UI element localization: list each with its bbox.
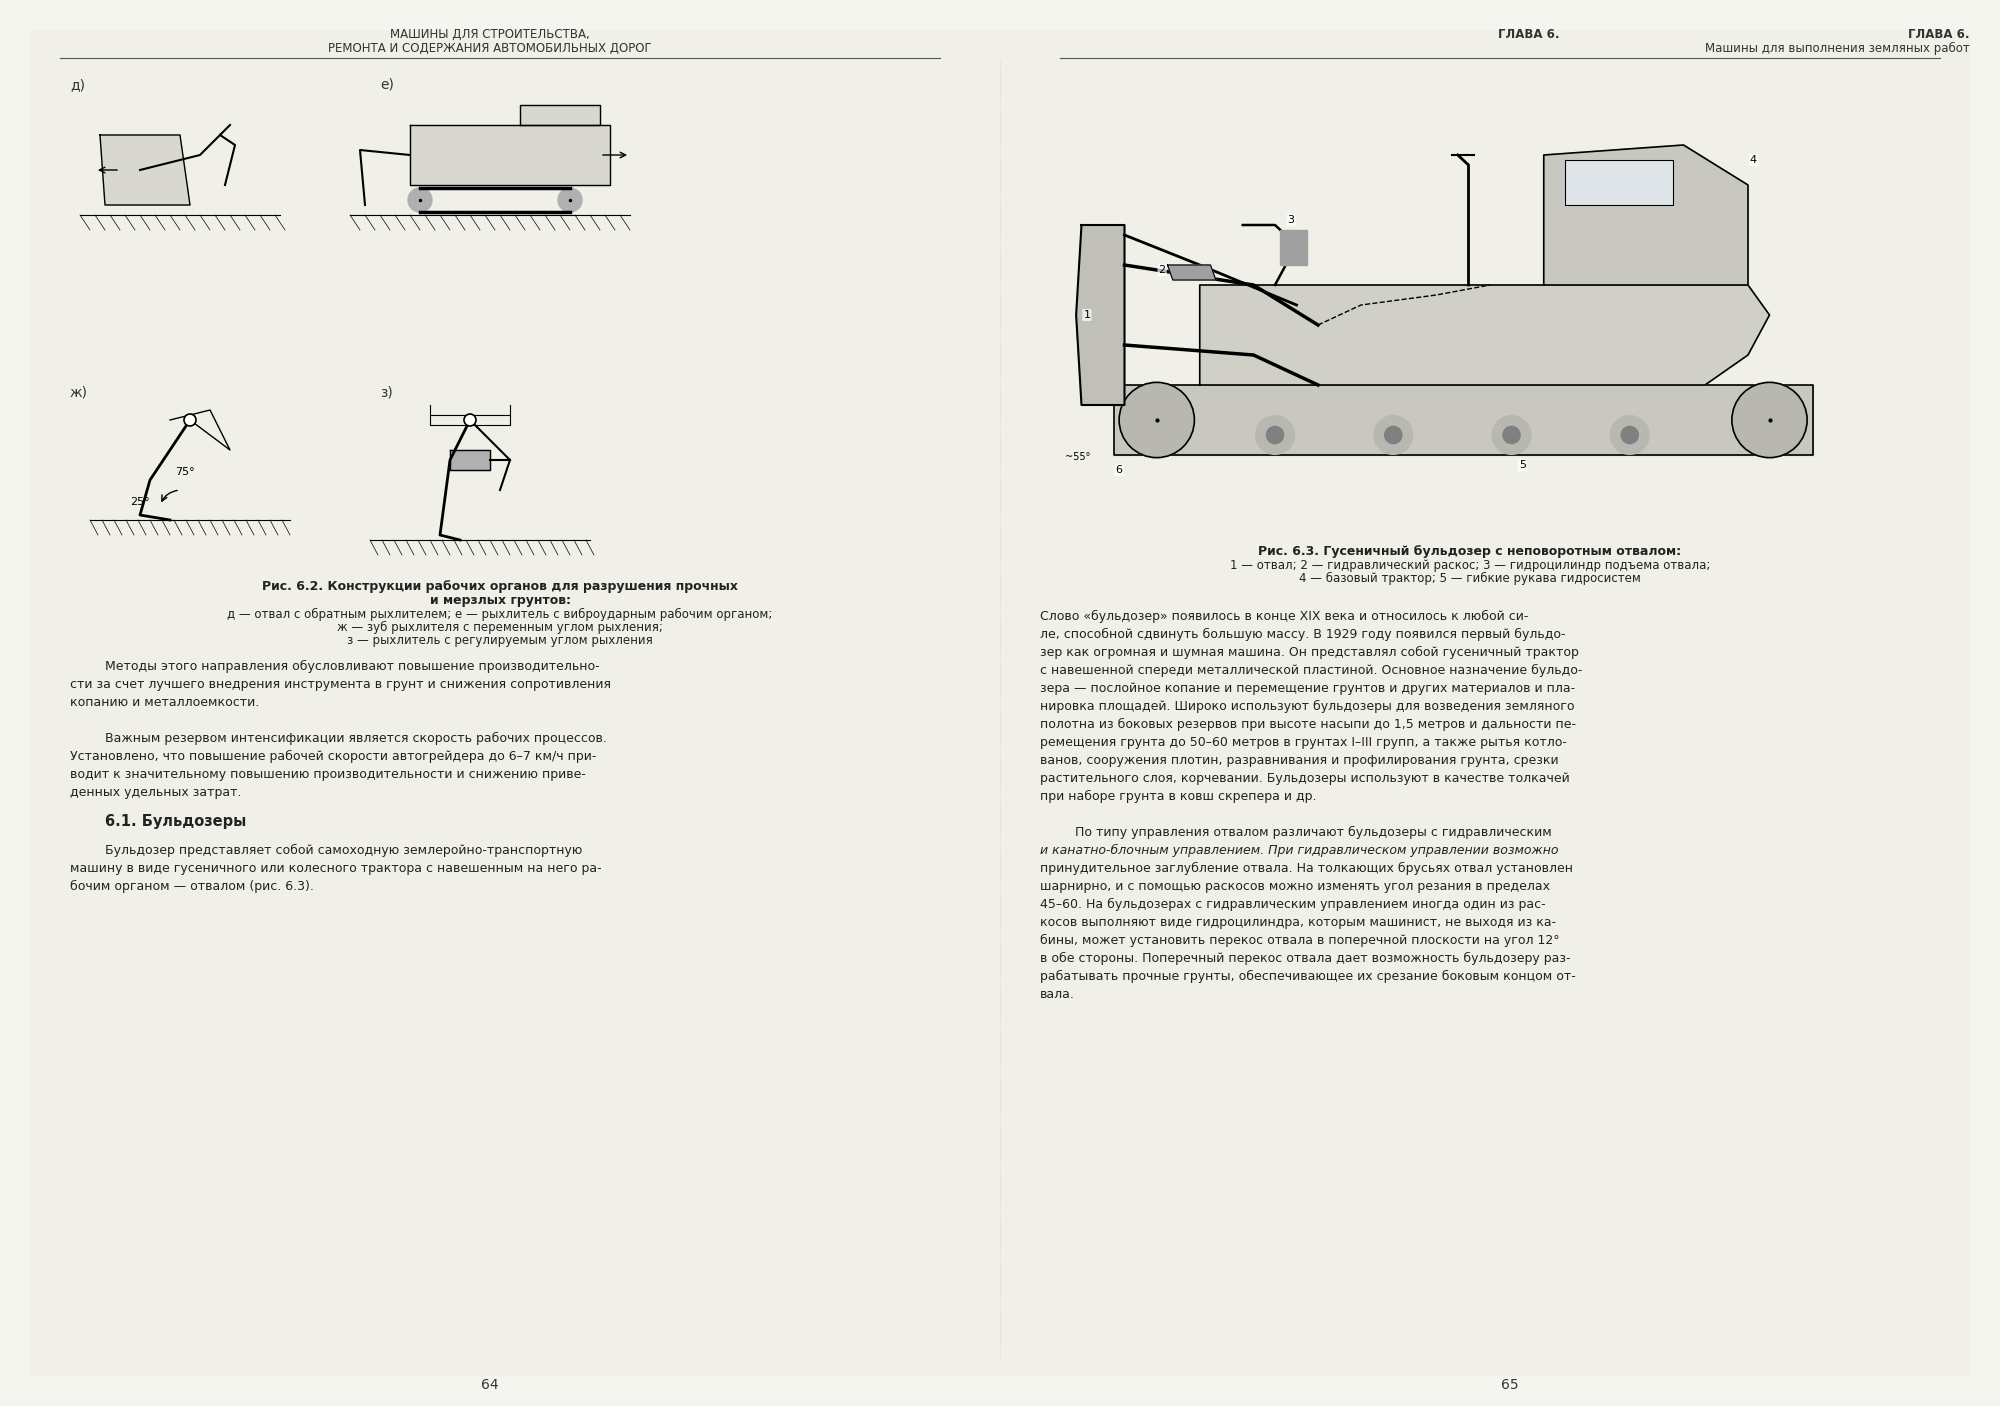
Text: ремещения грунта до 50–60 метров в грунтах I–III групп, а также рытья котло-: ремещения грунта до 50–60 метров в грунт… (1040, 735, 1566, 749)
Text: рабатывать прочные грунты, обеспечивающее их срезание боковым концом от-: рабатывать прочные грунты, обеспечивающе… (1040, 970, 1576, 983)
Text: з — рыхлитель с регулируемым углом рыхления: з — рыхлитель с регулируемым углом рыхле… (348, 634, 652, 647)
Circle shape (1610, 416, 1650, 454)
Text: растительного слоя, корчевании. Бульдозеры используют в качестве толкачей: растительного слоя, корчевании. Бульдозе… (1040, 772, 1570, 785)
Text: зер как огромная и шумная машина. Он представлял собой гусеничный трактор: зер как огромная и шумная машина. Он пре… (1040, 645, 1578, 659)
Text: Установлено, что повышение рабочей скорости автогрейдера до 6–7 км/ч при-: Установлено, что повышение рабочей скоро… (70, 749, 596, 763)
Text: сти за счет лучшего внедрения инструмента в грунт и снижения сопротивления: сти за счет лучшего внедрения инструмент… (70, 678, 612, 690)
Text: и канатно-блочным управлением. При гидравлическом управлении возможно: и канатно-блочным управлением. При гидра… (1040, 844, 1558, 858)
Text: Машины для выполнения земляных работ: Машины для выполнения земляных работ (1706, 42, 1970, 55)
Text: 3: 3 (1288, 215, 1294, 225)
Text: д): д) (70, 77, 84, 91)
Circle shape (1374, 416, 1412, 454)
Text: Бульдозер представляет собой самоходную землеройно-транспортную: Бульдозер представляет собой самоходную … (104, 844, 582, 858)
Text: 5: 5 (1518, 460, 1526, 470)
Text: МАШИНЫ ДЛЯ СТРОИТЕЛЬСТВА,: МАШИНЫ ДЛЯ СТРОИТЕЛЬСТВА, (390, 28, 590, 41)
Polygon shape (1168, 264, 1216, 280)
Polygon shape (410, 125, 610, 186)
Text: ~55°: ~55° (1066, 451, 1090, 463)
Text: машину в виде гусеничного или колесного трактора с навешенным на него ра-: машину в виде гусеничного или колесного … (70, 862, 602, 875)
Text: Рис. 6.2. Конструкции рабочих органов для разрушения прочных: Рис. 6.2. Конструкции рабочих органов дл… (262, 581, 738, 593)
Text: Рис. 6.3. Гусеничный бульдозер с неповоротным отвалом:: Рис. 6.3. Гусеничный бульдозер с неповор… (1258, 546, 1682, 558)
Polygon shape (100, 135, 190, 205)
Text: бочим органом — отвалом (рис. 6.3).: бочим органом — отвалом (рис. 6.3). (70, 880, 314, 893)
Text: 1: 1 (1084, 309, 1090, 321)
Circle shape (1266, 426, 1284, 444)
Text: с навешенной спереди металлической пластиной. Основное назначение бульдо-: с навешенной спереди металлической пласт… (1040, 664, 1582, 678)
Text: д — отвал с обратным рыхлителем; е — рыхлитель с виброударным рабочим органом;: д — отвал с обратным рыхлителем; е — рых… (228, 607, 772, 621)
Text: копанию и металлоемкости.: копанию и металлоемкости. (70, 696, 260, 709)
Polygon shape (520, 105, 600, 125)
Text: и мерзлых грунтов:: и мерзлых грунтов: (430, 593, 570, 607)
Circle shape (408, 188, 432, 212)
Circle shape (464, 413, 476, 426)
Polygon shape (1076, 225, 1124, 405)
Text: 64: 64 (482, 1378, 498, 1392)
Circle shape (184, 413, 196, 426)
Text: при наборе грунта в ковш скрепера и др.: при наборе грунта в ковш скрепера и др. (1040, 790, 1316, 803)
Text: в обе стороны. Поперечный перекос отвала дает возможность бульдозеру раз-: в обе стороны. Поперечный перекос отвала… (1040, 952, 1570, 965)
Text: Важным резервом интенсификации является скорость рабочих процессов.: Важным резервом интенсификации является … (104, 733, 606, 745)
Text: водит к значительному повышению производительности и снижению приве-: водит к значительному повышению производ… (70, 768, 586, 780)
Text: 45–60. На бульдозерах с гидравлическим управлением иногда один из рас-: 45–60. На бульдозерах с гидравлическим у… (1040, 898, 1546, 911)
Text: Слово «бульдозер» появилось в конце XIX века и относилось к любой си-: Слово «бульдозер» появилось в конце XIX … (1040, 610, 1528, 623)
Text: РЕМОНТА И СОДЕРЖАНИЯ АВТОМОБИЛЬНЫХ ДОРОГ: РЕМОНТА И СОДЕРЖАНИЯ АВТОМОБИЛЬНЫХ ДОРОГ (328, 42, 652, 55)
Text: 1 — отвал; 2 — гидравлический раскос; 3 — гидроцилиндр подъема отвала;: 1 — отвал; 2 — гидравлический раскос; 3 … (1230, 560, 1710, 572)
Polygon shape (1566, 160, 1672, 205)
Text: 2: 2 (1158, 264, 1166, 276)
Polygon shape (1544, 145, 1748, 285)
Text: 4 — базовый трактор; 5 — гибкие рукава гидросистем: 4 — базовый трактор; 5 — гибкие рукава г… (1300, 572, 1640, 585)
Circle shape (1492, 416, 1530, 454)
Circle shape (1120, 382, 1194, 457)
Text: полотна из боковых резервов при высоте насыпи до 1,5 метров и дальности пе-: полотна из боковых резервов при высоте н… (1040, 718, 1576, 731)
Text: 25°: 25° (130, 496, 150, 508)
Circle shape (1732, 382, 1808, 457)
Text: е): е) (380, 77, 394, 91)
Text: денных удельных затрат.: денных удельных затрат. (70, 786, 242, 799)
Text: По типу управления отвалом различают бульдозеры с гидравлическим: По типу управления отвалом различают бул… (1076, 825, 1552, 839)
Text: шарнирно, и с помощью раскосов можно изменять угол резания в пределах: шарнирно, и с помощью раскосов можно изм… (1040, 880, 1550, 893)
Text: ГЛАВА 6.: ГЛАВА 6. (1498, 28, 1560, 41)
FancyBboxPatch shape (30, 30, 1970, 1376)
Polygon shape (1114, 385, 1812, 456)
Text: 75°: 75° (176, 467, 194, 477)
Text: 65: 65 (1502, 1378, 1518, 1392)
Text: бины, может установить перекос отвала в поперечной плоскости на угол 12°: бины, может установить перекос отвала в … (1040, 934, 1560, 948)
Text: 6.1. Бульдозеры: 6.1. Бульдозеры (104, 814, 246, 830)
Text: косов выполняют виде гидроцилиндра, которым машинист, не выходя из ка-: косов выполняют виде гидроцилиндра, кото… (1040, 915, 1556, 929)
Polygon shape (450, 450, 490, 470)
Text: Методы этого направления обусловливают повышение производительно-: Методы этого направления обусловливают п… (104, 659, 600, 673)
Text: ванов, сооружения плотин, разравнивания и профилирования грунта, срезки: ванов, сооружения плотин, разравнивания … (1040, 754, 1558, 768)
Text: 6: 6 (1116, 465, 1122, 475)
Text: 4: 4 (1750, 155, 1756, 165)
Text: зера — послойное копание и перемещение грунтов и других материалов и пла-: зера — послойное копание и перемещение г… (1040, 682, 1576, 695)
Circle shape (1502, 426, 1520, 444)
Polygon shape (1280, 231, 1308, 264)
Text: вала.: вала. (1040, 988, 1074, 1001)
Text: ж — зуб рыхлителя с переменным углом рыхления;: ж — зуб рыхлителя с переменным углом рых… (338, 621, 662, 634)
Text: ГЛАВА 6.: ГЛАВА 6. (1908, 28, 1970, 41)
Text: ле, способной сдвинуть большую массу. В 1929 году появился первый бульдо-: ле, способной сдвинуть большую массу. В … (1040, 628, 1566, 641)
Text: принудительное заглубление отвала. На толкающих брусьях отвал установлен: принудительное заглубление отвала. На то… (1040, 862, 1572, 875)
Text: з): з) (380, 385, 392, 399)
Circle shape (1256, 416, 1294, 454)
Text: нировка площадей. Широко используют бульдозеры для возведения земляного: нировка площадей. Широко используют буль… (1040, 700, 1574, 713)
Circle shape (558, 188, 582, 212)
Circle shape (1384, 426, 1402, 444)
Circle shape (1622, 426, 1638, 444)
Text: ж): ж) (70, 385, 88, 399)
Polygon shape (1200, 285, 1770, 385)
